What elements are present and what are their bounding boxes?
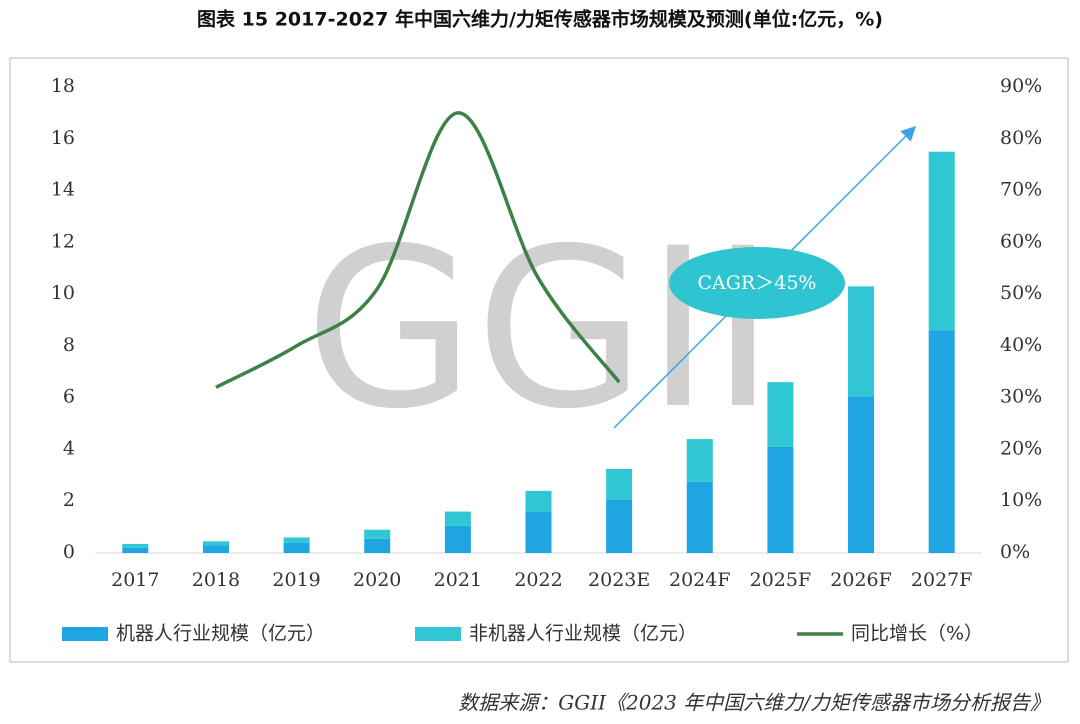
y-tick-label: 6 [63, 386, 75, 408]
bar [767, 446, 794, 553]
x-tick-label: 2026F [830, 569, 892, 591]
x-tick-label: 2025F [750, 569, 812, 591]
bar [122, 547, 149, 553]
x-tick-label: 2019 [272, 569, 320, 591]
chart-frame [9, 57, 1069, 663]
y2-tick-label: 80% [1000, 127, 1042, 149]
y2-tick-label: 50% [1000, 282, 1042, 304]
bar [122, 543, 149, 548]
y2-tick-label: 70% [1000, 179, 1042, 201]
legend-label: 非机器人行业规模（亿元） [469, 623, 697, 645]
bar [283, 537, 310, 543]
bar [928, 151, 955, 331]
bar [525, 490, 552, 512]
y2-tick-label: 20% [1000, 437, 1042, 459]
bar [848, 396, 875, 553]
chart-title: 图表 15 2017-2027 年中国六维力/力矩传感器市场规模及预测(单位:亿… [197, 8, 883, 31]
y2-tick-label: 0% [1000, 541, 1030, 563]
bar [767, 382, 794, 447]
line [215, 111, 621, 389]
legend-swatch [415, 627, 461, 641]
annotation-bubble [669, 247, 845, 319]
bar [606, 499, 633, 553]
source-note: 数据来源：GGII《2023 年中国六维力/力矩传感器市场分析报告》 [458, 691, 1050, 715]
legend: 机器人行业规模（亿元） 非机器人行业规模（亿元） 同比增长（%） [62, 623, 983, 645]
bar [364, 538, 391, 553]
x-tick-label: 2021 [434, 569, 482, 591]
bar [364, 529, 391, 539]
y2-tick-label: 90% [1000, 75, 1042, 97]
bar [525, 511, 552, 553]
x-tick-label: 2023E [588, 569, 650, 591]
legend-label: 同比增长（%） [851, 623, 983, 645]
bar [606, 468, 633, 500]
y-tick-label: 16 [51, 127, 75, 149]
annotation-text: CAGR＞45% [698, 272, 817, 294]
y-tick-label: 10 [51, 282, 75, 304]
bar [848, 286, 875, 397]
bar [686, 481, 713, 553]
bar [283, 542, 310, 553]
watermark: GGII [305, 201, 776, 457]
y2-tick-label: 10% [1000, 489, 1042, 511]
x-tick-label: 2017 [111, 569, 159, 591]
x-tick-label: 2022 [514, 569, 562, 591]
legend-label: 机器人行业规模（亿元） [116, 623, 325, 645]
bar [202, 545, 229, 553]
bar [202, 541, 229, 546]
bar [928, 330, 955, 553]
y2-tick-label: 30% [1000, 386, 1042, 408]
x-tick-label: 2020 [353, 569, 401, 591]
bar [444, 511, 471, 526]
y-tick-label: 2 [63, 489, 75, 511]
bar [444, 525, 471, 553]
y2-tick-label: 60% [1000, 230, 1042, 252]
legend-swatch [62, 627, 108, 641]
y-tick-label: 4 [63, 437, 75, 459]
x-tick-label: 2024F [669, 569, 731, 591]
x-tick-label: 2027F [911, 569, 973, 591]
bar [686, 439, 713, 482]
y-tick-label: 0 [63, 541, 75, 563]
y-tick-label: 8 [63, 334, 75, 356]
y-tick-label: 12 [51, 230, 75, 252]
y2-tick-label: 40% [1000, 334, 1042, 356]
y-tick-label: 18 [51, 75, 75, 97]
x-tick-label: 2018 [192, 569, 240, 591]
y-tick-label: 14 [51, 179, 75, 201]
